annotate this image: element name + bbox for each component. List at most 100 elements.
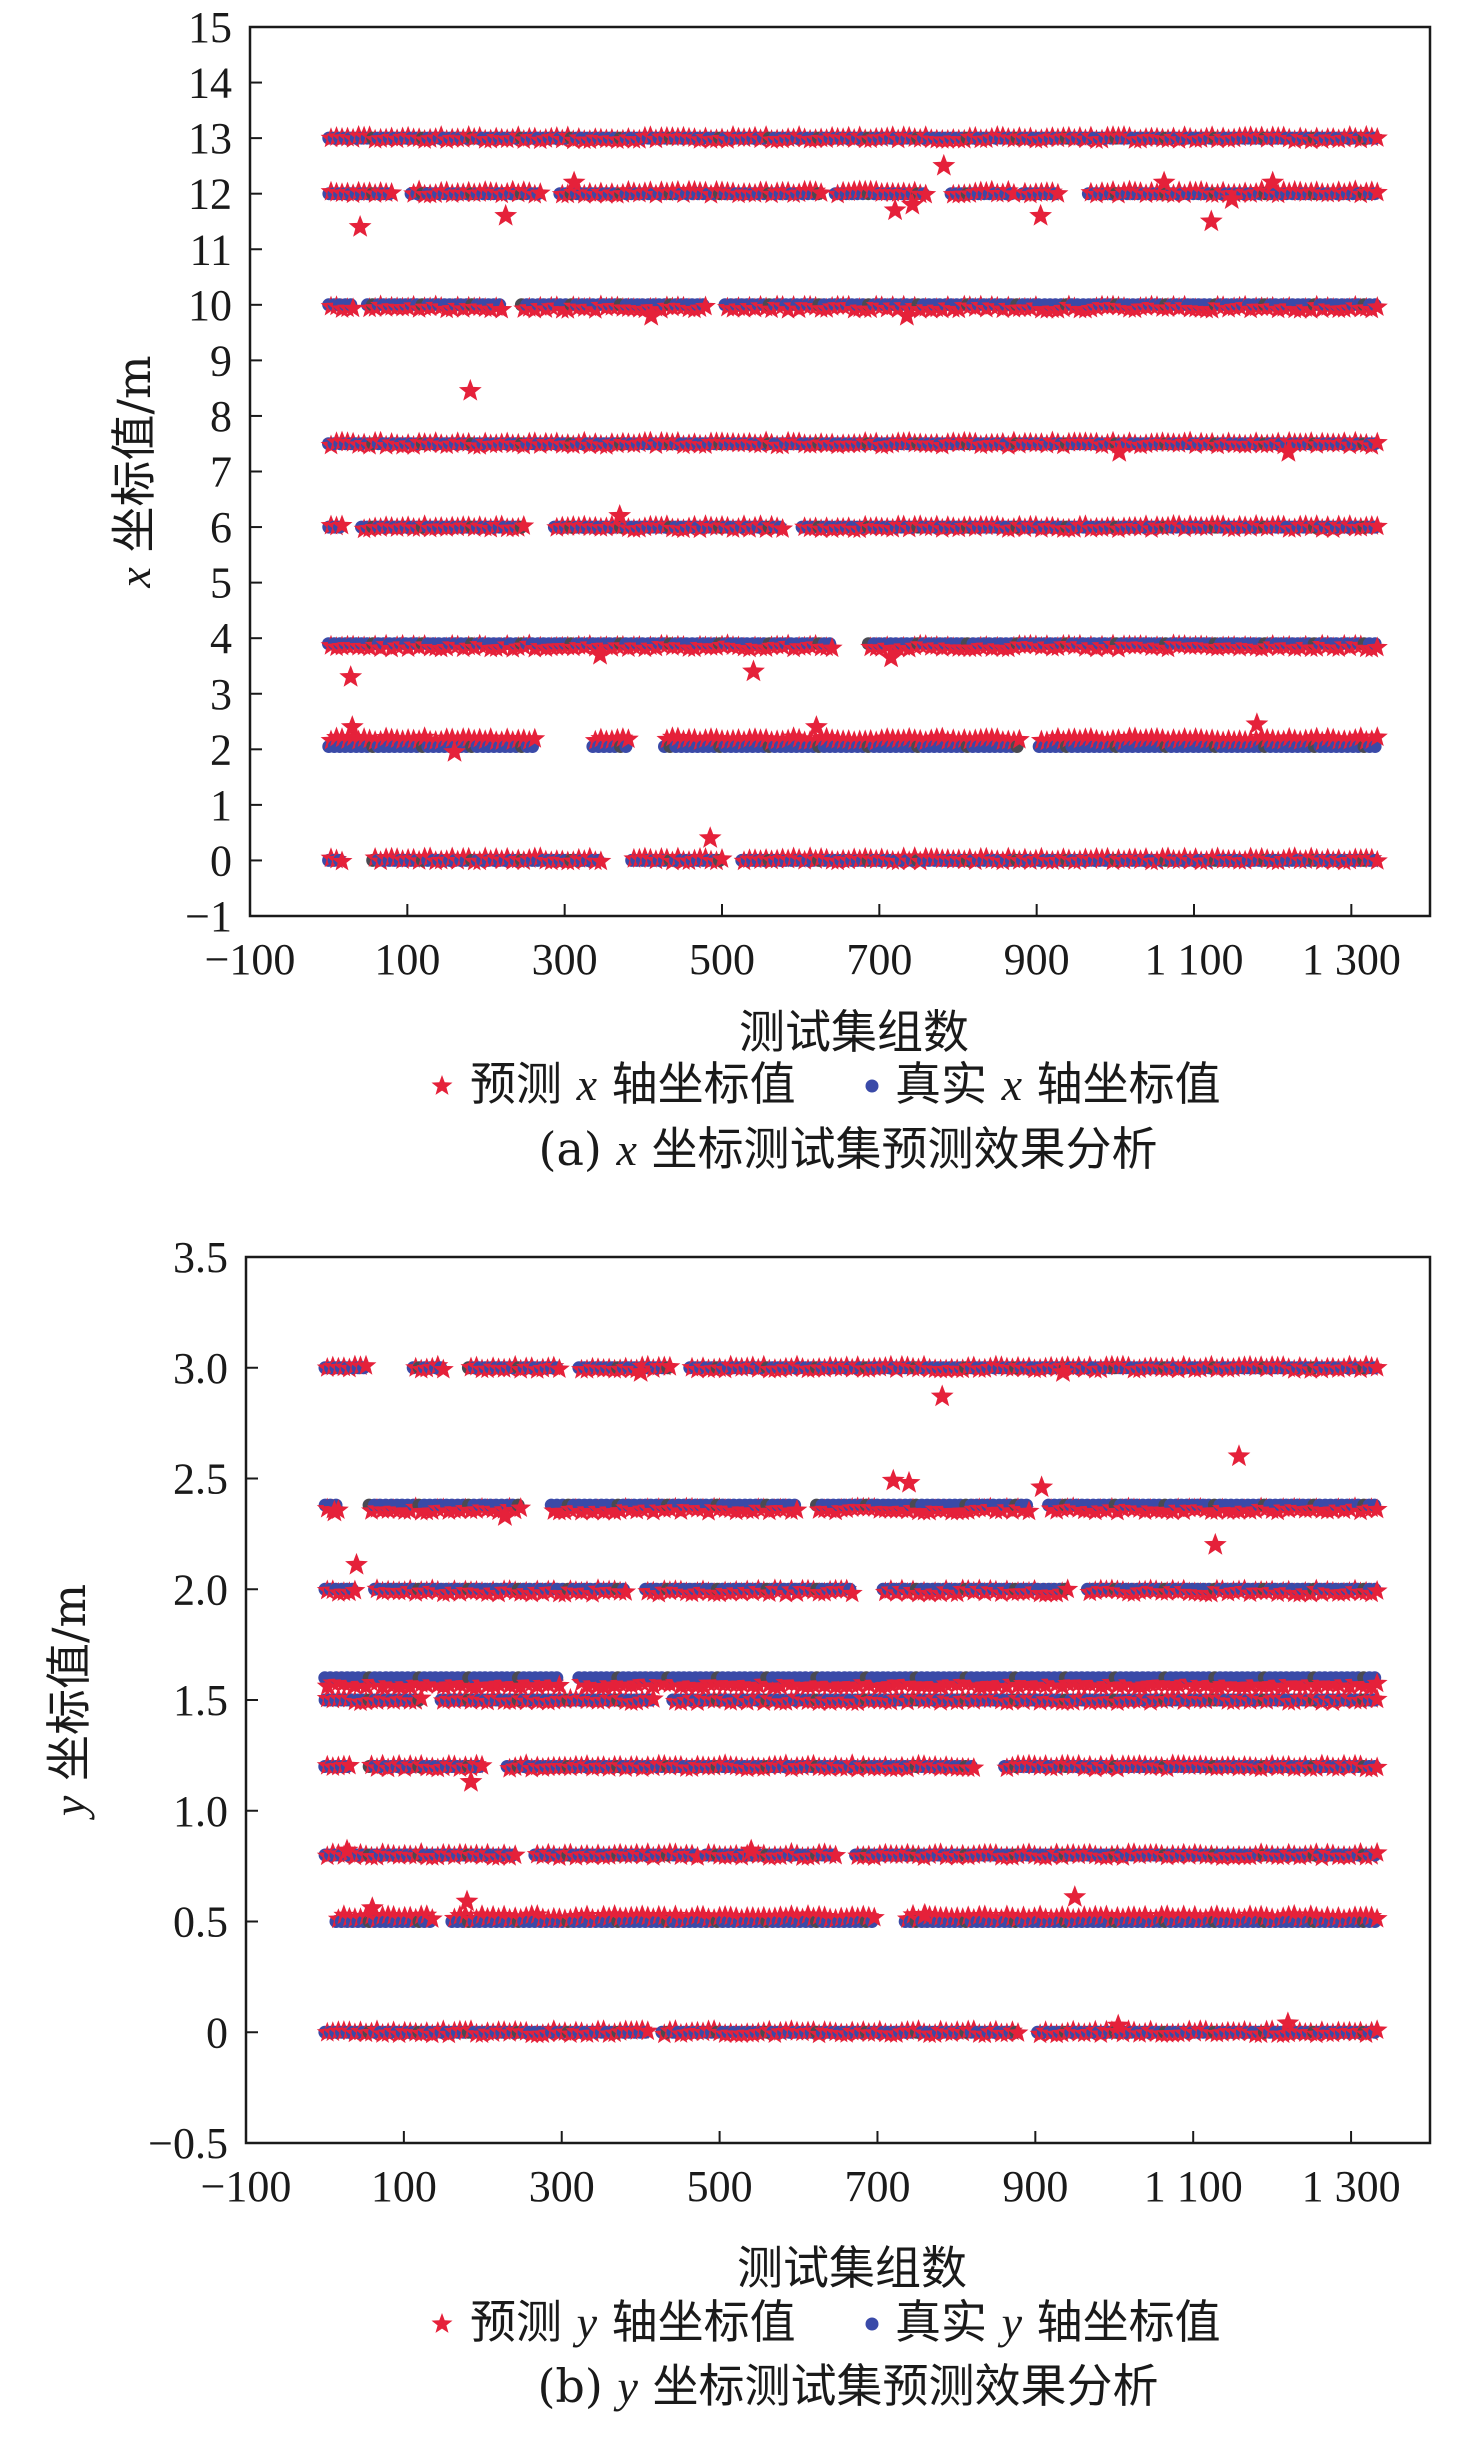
y-tick-label: 11 (190, 225, 232, 274)
point-band (320, 846, 1388, 871)
panel-caption: (a) x 坐标测试集预测效果分析 (539, 1122, 1158, 1176)
point-band (316, 1354, 1388, 1379)
legend-star-icon (431, 1075, 453, 1095)
legend-predicted-label: 预测 x 轴坐标值 (470, 1057, 796, 1111)
x-axis-title: 测试集组数 (739, 1005, 969, 1059)
predicted-point (518, 729, 540, 750)
predicted-point (584, 729, 606, 750)
point-band (316, 1753, 1388, 1778)
y-tick-label: 1 (210, 781, 232, 830)
legend: 预测 x 轴坐标值 真实 x 轴坐标值 (431, 1057, 1221, 1111)
predicted-point (513, 515, 535, 535)
point-band (320, 513, 1388, 539)
y-tick-label: 7 (210, 448, 232, 497)
predicted-point (496, 727, 518, 748)
predicted-point (1366, 431, 1388, 452)
predicted-point (1003, 182, 1025, 203)
predicted-point (772, 518, 793, 538)
x-tick-label: 900 (1004, 935, 1070, 984)
point-band (316, 1496, 1388, 1521)
y-axis-title-text: 坐标值/m (107, 355, 161, 567)
predicted-point (689, 730, 711, 751)
y-tick-label: 14 (188, 59, 232, 108)
predicted-point (667, 726, 689, 747)
y-tick-label: 0 (210, 836, 232, 885)
y-tick-label: 15 (188, 3, 232, 52)
predicted-point (348, 729, 369, 750)
x-tick-label: 500 (689, 935, 755, 984)
legend-actual-variable: x (1001, 1059, 1023, 1110)
y-tick-label: 5 (210, 559, 232, 608)
predicted-outlier-point (1199, 209, 1223, 232)
legend-actual-prefix: 真实 (895, 1057, 1002, 1111)
predicted-outlier-point (1245, 712, 1269, 734)
y-tick-label: 9 (210, 336, 232, 385)
y-tick-label: 6 (210, 503, 232, 552)
x-tick-label: 700 (846, 935, 912, 984)
predicted-point (480, 727, 502, 747)
predicted-outlier-point (494, 203, 518, 226)
predicted-point (1366, 127, 1388, 147)
predicted-point (408, 729, 430, 749)
predicted-point (915, 183, 937, 204)
predicted-point (342, 726, 364, 747)
predicted-point (695, 295, 716, 316)
caption-variable: x (615, 1124, 637, 1175)
predicted-point (337, 729, 358, 749)
point-band (320, 124, 1388, 150)
predicted-outlier-point (1029, 203, 1052, 226)
y-tick-label: 12 (188, 170, 232, 219)
y-tick-label: 4 (210, 614, 232, 663)
predicted-point (656, 728, 678, 749)
legend-predicted-prefix: 预测 (470, 1057, 577, 1111)
predicted-outlier-point (932, 153, 956, 176)
predicted-point (491, 730, 513, 751)
predicted-outlier-point (339, 665, 363, 687)
predicted-point (805, 729, 827, 750)
x-tick-label: 1 300 (1302, 935, 1401, 984)
predicted-point (617, 728, 639, 749)
legend-dot-icon (865, 1079, 879, 1093)
predicted-point (430, 729, 452, 750)
predicted-point (1366, 296, 1388, 316)
predicted-point (447, 729, 469, 750)
predicted-point (810, 182, 832, 202)
point-band (320, 179, 1388, 204)
predicted-point (370, 729, 391, 750)
predicted-outlier-point (698, 826, 722, 848)
predicted-point (320, 729, 342, 750)
predicted-point (865, 730, 887, 751)
predicted-point (733, 730, 755, 750)
legend-predicted-variable: x (576, 1059, 598, 1110)
y-tick-label: 8 (210, 392, 232, 441)
caption-prefix: (a) (539, 1122, 617, 1176)
predicted-point (524, 727, 546, 748)
predicted-point (502, 730, 524, 750)
legend-actual-suffix: 轴坐标值 (1022, 1057, 1221, 1111)
predicted-point (474, 729, 496, 750)
x-tick-label: 300 (532, 935, 598, 984)
x-tick-label: 1 100 (1145, 935, 1244, 984)
point-band (316, 1578, 1388, 1603)
point-band (320, 294, 1388, 319)
predicted-point (777, 728, 799, 749)
predicted-point (788, 727, 810, 748)
plot-frame (248, 25, 1432, 918)
predicted-outlier-point (348, 215, 372, 237)
predicted-point (342, 297, 364, 318)
legend-predicted-suffix: 轴坐标值 (597, 1057, 796, 1111)
predicted-point (1366, 636, 1388, 657)
y-tick-label: 10 (188, 281, 232, 330)
point-band (320, 633, 1388, 658)
predicted-outlier-point (742, 659, 765, 682)
predicted-point (673, 729, 694, 750)
x-tick-label: 100 (374, 935, 440, 984)
data-points (316, 1354, 1388, 2044)
y-axis-title-variable: x (109, 567, 160, 589)
y-tick-label: −1 (185, 892, 232, 941)
y-tick-label: 13 (188, 114, 232, 163)
panel-b-y-coordinate: −0.500.51.01.52.02.53.03.5−100 100 300 500 7… (42, 1233, 1432, 2413)
x-tick-label: −100 (205, 935, 296, 984)
